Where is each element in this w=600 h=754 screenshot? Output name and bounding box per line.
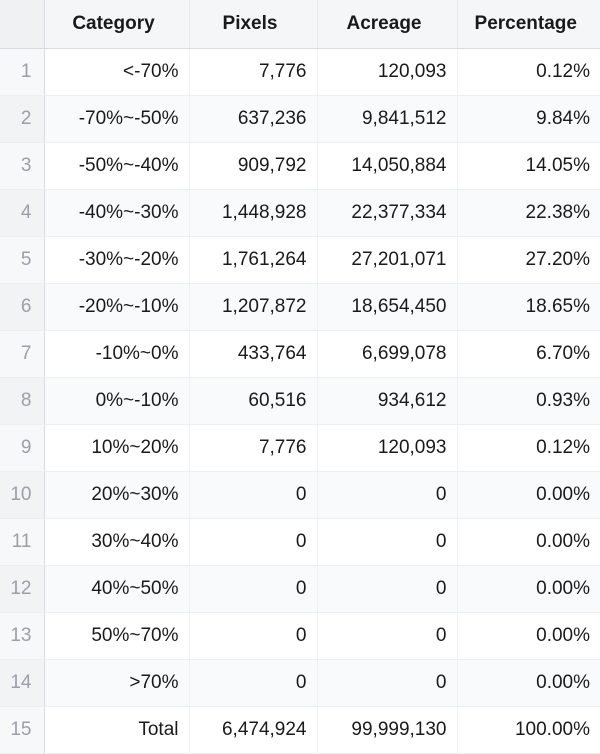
table-row: 1020%~30%000.00%: [0, 472, 600, 519]
cell-acreage: 14,050,884: [317, 143, 457, 190]
row-index: 5: [0, 237, 44, 284]
cell-percentage: 0.00%: [457, 566, 600, 613]
table-body: 1<-70%7,776120,0930.12%2-70%~-50%637,236…: [0, 49, 600, 754]
cell-acreage: 18,654,450: [317, 284, 457, 331]
cell-acreage: 120,093: [317, 49, 457, 96]
cell-percentage: 0.00%: [457, 660, 600, 707]
cell-category: -20%~-10%: [44, 284, 189, 331]
cell-acreage: 0: [317, 566, 457, 613]
cell-category: <-70%: [44, 49, 189, 96]
cell-percentage: 18.65%: [457, 284, 600, 331]
table-row: 1240%~50%000.00%: [0, 566, 600, 613]
cell-percentage: 0.00%: [457, 613, 600, 660]
cell-pixels: 7,776: [189, 49, 317, 96]
row-index: 11: [0, 519, 44, 566]
cell-percentage: 9.84%: [457, 96, 600, 143]
cell-pixels: 0: [189, 566, 317, 613]
cell-pixels: 0: [189, 519, 317, 566]
col-header-pixels: Pixels: [189, 0, 317, 49]
row-index: 8: [0, 378, 44, 425]
data-table: Category Pixels Acreage Percentage 1<-70…: [0, 0, 600, 754]
row-index: 9: [0, 425, 44, 472]
cell-pixels: 7,776: [189, 425, 317, 472]
cell-percentage: 6.70%: [457, 331, 600, 378]
cell-percentage: 27.20%: [457, 237, 600, 284]
cell-pixels: 1,761,264: [189, 237, 317, 284]
table-row: 4-40%~-30%1,448,92822,377,33422.38%: [0, 190, 600, 237]
row-index: 10: [0, 472, 44, 519]
cell-pixels: 6,474,924: [189, 707, 317, 754]
cell-percentage: 14.05%: [457, 143, 600, 190]
cell-category: 20%~30%: [44, 472, 189, 519]
cell-category: 30%~40%: [44, 519, 189, 566]
cell-percentage: 0.00%: [457, 519, 600, 566]
cell-percentage: 22.38%: [457, 190, 600, 237]
cell-percentage: 100.00%: [457, 707, 600, 754]
cell-percentage: 0.00%: [457, 472, 600, 519]
cell-pixels: 1,448,928: [189, 190, 317, 237]
table-row: 6-20%~-10%1,207,87218,654,45018.65%: [0, 284, 600, 331]
cell-acreage: 0: [317, 519, 457, 566]
table-row: 80%~-10%60,516934,6120.93%: [0, 378, 600, 425]
cell-acreage: 6,699,078: [317, 331, 457, 378]
table-row: 14>70%000.00%: [0, 660, 600, 707]
cell-category: -40%~-30%: [44, 190, 189, 237]
row-index: 3: [0, 143, 44, 190]
cell-category: 50%~70%: [44, 613, 189, 660]
row-index: 7: [0, 331, 44, 378]
row-index: 1: [0, 49, 44, 96]
cell-acreage: 0: [317, 660, 457, 707]
row-index: 4: [0, 190, 44, 237]
cell-percentage: 0.12%: [457, 49, 600, 96]
table-row: 910%~20%7,776120,0930.12%: [0, 425, 600, 472]
cell-category: -30%~-20%: [44, 237, 189, 284]
row-index: 14: [0, 660, 44, 707]
cell-pixels: 1,207,872: [189, 284, 317, 331]
row-index: 15: [0, 707, 44, 754]
cell-category: 0%~-10%: [44, 378, 189, 425]
col-header-index: [0, 0, 44, 49]
cell-pixels: 433,764: [189, 331, 317, 378]
cell-acreage: 9,841,512: [317, 96, 457, 143]
table-row: 5-30%~-20%1,761,26427,201,07127.20%: [0, 237, 600, 284]
cell-acreage: 934,612: [317, 378, 457, 425]
cell-category: -50%~-40%: [44, 143, 189, 190]
cell-pixels: 909,792: [189, 143, 317, 190]
cell-category: -10%~0%: [44, 331, 189, 378]
cell-acreage: 0: [317, 613, 457, 660]
cell-pixels: 0: [189, 660, 317, 707]
cell-acreage: 99,999,130: [317, 707, 457, 754]
cell-percentage: 0.12%: [457, 425, 600, 472]
cell-pixels: 0: [189, 472, 317, 519]
col-header-percentage: Percentage: [457, 0, 600, 49]
cell-pixels: 60,516: [189, 378, 317, 425]
cell-acreage: 22,377,334: [317, 190, 457, 237]
col-header-acreage: Acreage: [317, 0, 457, 49]
cell-category: 40%~50%: [44, 566, 189, 613]
cell-acreage: 0: [317, 472, 457, 519]
table-row: 7-10%~0%433,7646,699,0786.70%: [0, 331, 600, 378]
row-index: 12: [0, 566, 44, 613]
cell-category: Total: [44, 707, 189, 754]
row-index: 13: [0, 613, 44, 660]
table-row: 2-70%~-50%637,2369,841,5129.84%: [0, 96, 600, 143]
col-header-category: Category: [44, 0, 189, 49]
table-row: 3-50%~-40%909,79214,050,88414.05%: [0, 143, 600, 190]
cell-category: 10%~20%: [44, 425, 189, 472]
cell-pixels: 637,236: [189, 96, 317, 143]
table-header: Category Pixels Acreage Percentage: [0, 0, 600, 49]
cell-acreage: 27,201,071: [317, 237, 457, 284]
table-row: 1350%~70%000.00%: [0, 613, 600, 660]
row-index: 6: [0, 284, 44, 331]
table-row: 15Total6,474,92499,999,130100.00%: [0, 707, 600, 754]
cell-percentage: 0.93%: [457, 378, 600, 425]
cell-category: -70%~-50%: [44, 96, 189, 143]
cell-pixels: 0: [189, 613, 317, 660]
table-row: 1130%~40%000.00%: [0, 519, 600, 566]
cell-category: >70%: [44, 660, 189, 707]
row-index: 2: [0, 96, 44, 143]
cell-acreage: 120,093: [317, 425, 457, 472]
table-row: 1<-70%7,776120,0930.12%: [0, 49, 600, 96]
